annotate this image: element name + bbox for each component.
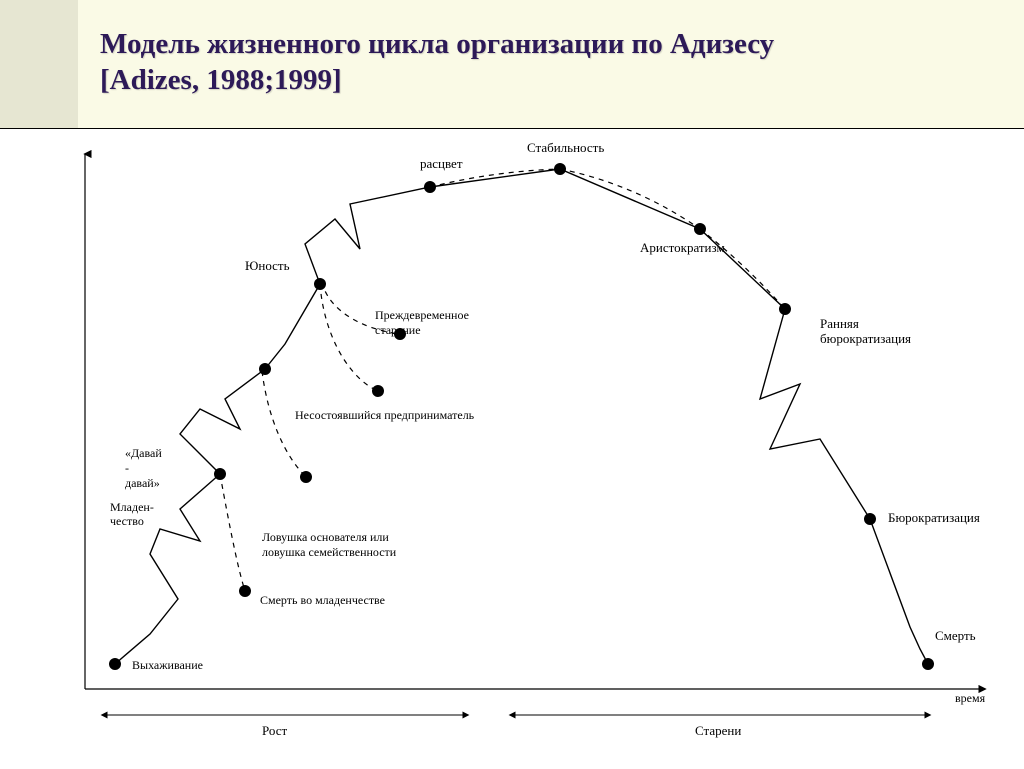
stage-dot (779, 303, 791, 315)
label-earlyb-a: Ранняя (820, 317, 859, 332)
trap-branch (220, 474, 245, 591)
stage-dot (864, 513, 876, 525)
label-infancy-a: Младен- (110, 501, 154, 515)
trap-dot (372, 385, 384, 397)
label-aging: Старени (695, 724, 741, 739)
trap-branch (320, 284, 378, 391)
label-stability: Стабильность (527, 141, 604, 156)
stage-dot (694, 223, 706, 235)
label-gogo-c: давай» (125, 477, 160, 491)
label-courtship: Выхаживание (132, 659, 203, 673)
label-prime: расцвет (420, 157, 463, 172)
label-failed-entrepreneur: Несостоявшийся предприниматель (295, 409, 474, 423)
slide-title: Модель жизненного цикла организации по А… (100, 26, 980, 99)
stage-dot (214, 468, 226, 480)
stage-dot (109, 658, 121, 670)
label-death: Смерть (935, 629, 976, 644)
trap-branch (262, 371, 306, 477)
stage-dot (259, 363, 271, 375)
slide-header: Модель жизненного цикла организации по А… (0, 0, 1024, 128)
label-adolescence: Юность (245, 259, 290, 274)
chart-area: Выхаживание Младен- чество «Давай - дава… (0, 128, 1024, 769)
label-earlyb-b: бюрократизация (820, 332, 911, 347)
label-prem-a: Преждевременное (375, 309, 469, 323)
title-line-2: [Adizes, 1988;1999] (100, 64, 342, 96)
title-line-1: Модель жизненного цикла организации по А… (100, 28, 774, 60)
trap-dot (300, 471, 312, 483)
stage-dot (314, 278, 326, 290)
lifecycle-curve (115, 169, 928, 664)
label-founder-a: Ловушка основателя или (262, 531, 389, 545)
label-bureau: Бюрократизация (888, 511, 980, 526)
label-aristocracy: Аристократизм (640, 241, 725, 256)
stage-dot (922, 658, 934, 670)
stage-dot (424, 181, 436, 193)
label-gogo-b: - (125, 462, 129, 476)
label-gogo-a: «Давай (125, 447, 162, 461)
label-time: время (955, 692, 985, 706)
label-growth: Рост (262, 724, 287, 739)
label-founder-b: ловушка семейственности (262, 546, 396, 560)
label-infancy-b: чество (110, 515, 144, 529)
stage-dot (554, 163, 566, 175)
header-accent (0, 0, 78, 128)
label-infant-mortality: Смерть во младенчестве (260, 594, 385, 608)
trap-dot (239, 585, 251, 597)
label-prem-b: старение (375, 324, 421, 338)
